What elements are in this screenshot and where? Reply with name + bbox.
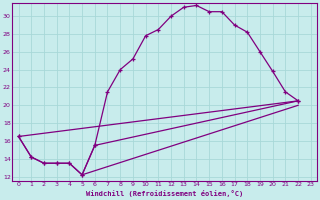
X-axis label: Windchill (Refroidissement éolien,°C): Windchill (Refroidissement éolien,°C): [86, 190, 243, 197]
